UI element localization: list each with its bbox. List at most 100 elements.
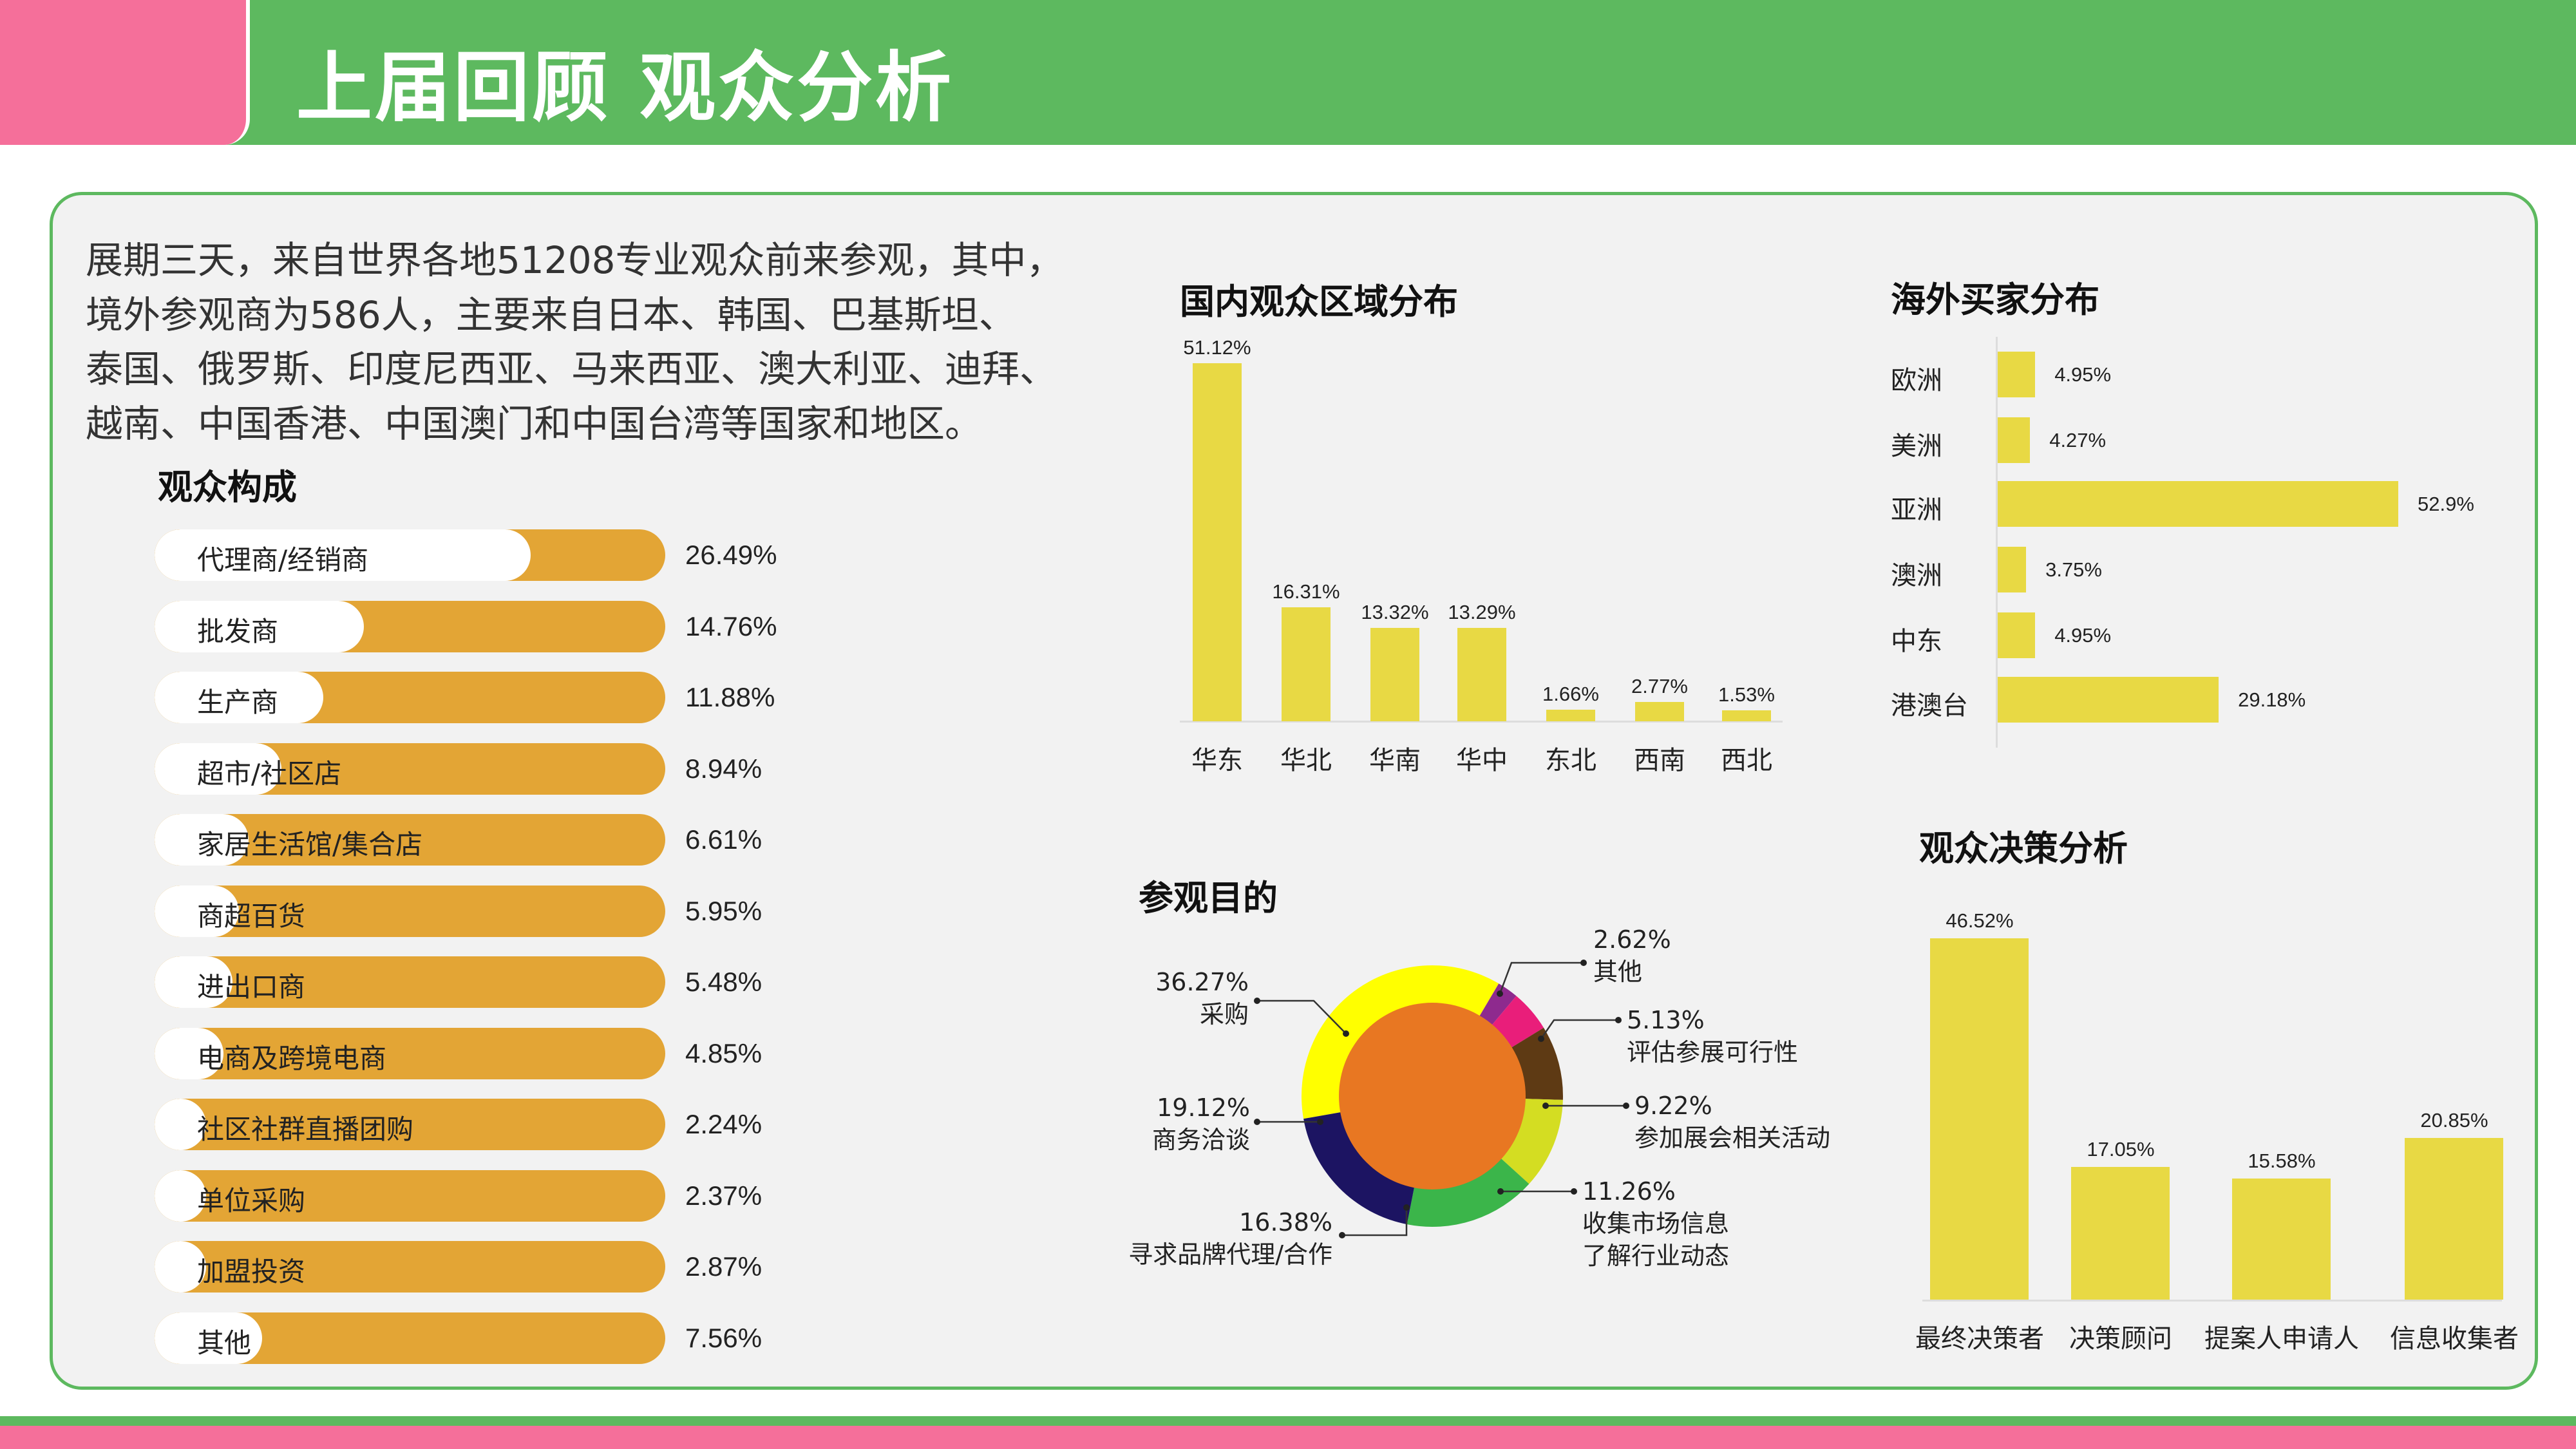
domestic-bar [1282,607,1331,721]
overseas-bar [1998,352,2036,397]
purpose-value: 11.26% [1582,1177,1676,1206]
purpose-category: 采购 [1199,1000,1249,1028]
decision-bar [2232,1179,2331,1300]
purpose-category: 寻求品牌代理/合作 [1128,1240,1332,1269]
overseas-category-label: 欧洲 [1891,366,1942,395]
composition-bar-fill [155,956,232,1008]
overseas-title: 海外买家分布 [1891,279,2099,320]
overseas-value-label: 52.9% [2418,493,2474,515]
leader-line [1499,961,1584,994]
decision-axis [1922,1300,2502,1302]
domestic-category-label: 华中 [1456,746,1508,775]
composition-label: 商超百货 [197,900,306,932]
leader-dot [1317,1119,1323,1125]
composition-bar-fill [155,1312,262,1364]
composition-bar-track [155,1241,665,1293]
domestic-value-label: 16.31% [1272,580,1340,603]
purpose-label: 5.13% 评估参展可行性 [1627,1004,1798,1068]
decision-value-label: 17.05% [2087,1138,2155,1161]
header-accent-block [0,0,250,145]
domestic-value-label: 1.53% [1718,683,1775,706]
composition-value: 2.87% [685,1251,762,1282]
overseas-value-label: 4.95% [2054,363,2112,386]
purpose-category: 参加展会相关活动 [1634,1124,1831,1152]
composition-row: 电商及跨境电商 4.85% [155,1027,799,1079]
overseas-value-label: 4.27% [2049,429,2107,451]
composition-label: 代理商/经销商 [197,544,369,576]
composition-bar-track [155,600,665,652]
purpose-value: 16.38% [1239,1208,1332,1236]
donut-center [1339,1003,1526,1189]
overseas-bar [1998,481,2398,527]
overseas-category-label: 澳洲 [1891,561,1942,591]
intro-line: 泰国、俄罗斯、印度尼西亚、马来西亚、澳大利亚、迪拜、 [86,347,1057,391]
purpose-category: 其他 [1593,958,1643,986]
overseas-bar [1998,417,2031,463]
purpose-label: 19.12% 商务洽谈 [864,1092,1250,1156]
composition-bar-track [155,672,665,723]
leader-dot [1580,960,1587,966]
composition-label: 生产商 [197,687,279,718]
composition-bar-track [155,885,665,937]
composition-row: 进出口商 5.48% [155,956,799,1008]
composition-value: 5.95% [685,895,762,926]
purpose-label: 9.22% 参加展会相关活动 [1634,1090,1830,1154]
purpose-category: 了解行业动态 [1582,1242,1730,1270]
intro-text: 展期三天，来自世界各地51208专业观众前来参观，其中， 境外参观商为586人，… [86,233,1090,451]
composition-label: 社区社群直播团购 [197,1113,414,1145]
composition-value: 26.49% [685,540,777,570]
domestic-category-label: 西北 [1721,746,1772,775]
purpose-value: 2.62% [1593,925,1671,954]
composition-label: 超市/社区店 [197,757,342,790]
decision-value-label: 46.52% [1946,909,2014,932]
composition-bar-track [155,1312,665,1364]
leader-dot [1542,1103,1549,1109]
purpose-title: 参观目的 [1139,878,1278,918]
composition-value: 11.88% [685,682,775,712]
composition-bar-track [155,529,665,581]
leader-line [1257,999,1347,1034]
domestic-bar [1635,701,1684,721]
purpose-category: 商务洽谈 [1151,1126,1250,1154]
composition-label: 家居生活馆/集合店 [197,829,423,860]
overseas-value-label: 4.95% [2054,624,2112,647]
leader-dot [1497,1188,1504,1195]
domestic-value-label: 13.32% [1361,601,1429,624]
leader-dot [1538,1036,1544,1042]
composition-bar-fill [155,1170,206,1222]
leader-dot [1254,998,1260,1004]
composition-bar-track [155,1027,665,1079]
domestic-category-label: 华东 [1191,746,1243,775]
overseas-category-label: 港澳台 [1891,691,1968,721]
composition-row: 单位采购 2.37% [155,1170,799,1222]
composition-bar-fill [155,743,281,795]
composition-value: 7.56% [685,1322,762,1353]
domestic-axis [1180,721,1783,723]
purpose-category: 收集市场信息 [1582,1209,1730,1238]
overseas-category-label: 亚洲 [1891,495,1942,525]
decision-category-label: 信息收集者 [2390,1324,2519,1354]
overseas-bar [1998,547,2027,592]
leader-dot [1615,1017,1622,1023]
purpose-value: 9.22% [1634,1092,1712,1120]
composition-row: 加盟投资 2.87% [155,1241,799,1293]
footer-stripe-pink [0,1426,2576,1449]
purpose-value: 5.13% [1627,1006,1705,1034]
leader-line [1540,1019,1618,1039]
purpose-category: 评估参展可行性 [1627,1038,1799,1066]
domestic-bar [1457,628,1506,721]
leader-dot [1571,1188,1577,1195]
domestic-category-label: 东北 [1545,746,1596,775]
composition-value: 4.85% [685,1037,762,1068]
purpose-label: 36.27% 采购 [862,966,1249,1030]
composition-bar-fill [155,672,323,723]
composition-value: 5.48% [685,967,762,997]
decision-title: 观众决策分析 [1919,828,2128,869]
composition-value: 6.61% [685,824,762,855]
overseas-value-label: 29.18% [2238,688,2306,711]
purpose-value: 36.27% [1155,968,1249,996]
composition-value: 14.76% [685,611,777,641]
overseas-category-label: 中东 [1891,627,1942,656]
composition-label: 进出口商 [197,971,306,1003]
